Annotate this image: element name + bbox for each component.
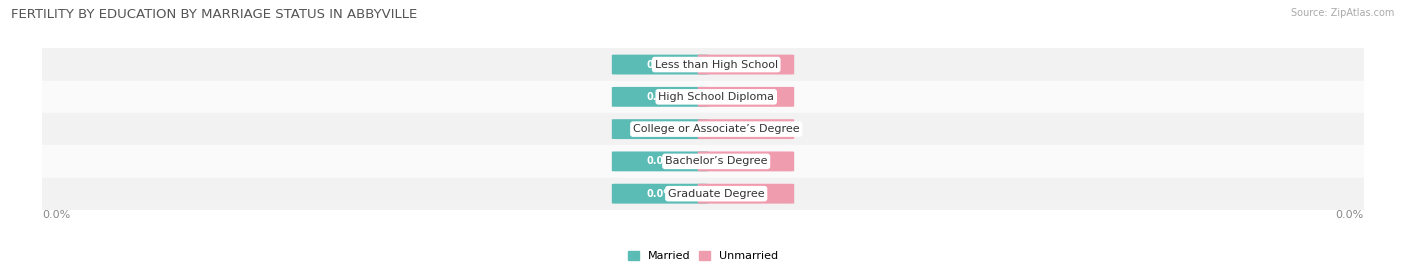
Text: 0.0%: 0.0%: [647, 124, 673, 134]
Text: Graduate Degree: Graduate Degree: [668, 189, 765, 199]
Text: High School Diploma: High School Diploma: [658, 92, 775, 102]
Text: FERTILITY BY EDUCATION BY MARRIAGE STATUS IN ABBYVILLE: FERTILITY BY EDUCATION BY MARRIAGE STATU…: [11, 8, 418, 21]
Text: 0.0%: 0.0%: [733, 92, 759, 102]
Bar: [42, 145, 1364, 178]
Text: 0.0%: 0.0%: [42, 210, 70, 220]
Text: College or Associate’s Degree: College or Associate’s Degree: [633, 124, 800, 134]
Legend: Married, Unmarried: Married, Unmarried: [623, 246, 783, 266]
Bar: [42, 113, 1364, 145]
Bar: [42, 178, 1364, 210]
Text: 0.0%: 0.0%: [647, 189, 673, 199]
Text: Less than High School: Less than High School: [655, 59, 778, 70]
Text: Source: ZipAtlas.com: Source: ZipAtlas.com: [1291, 8, 1395, 18]
Text: 0.0%: 0.0%: [733, 156, 759, 167]
FancyBboxPatch shape: [697, 184, 794, 204]
Bar: [42, 81, 1364, 113]
FancyBboxPatch shape: [697, 151, 794, 171]
Bar: [42, 48, 1364, 81]
FancyBboxPatch shape: [697, 119, 794, 139]
Text: 0.0%: 0.0%: [733, 124, 759, 134]
FancyBboxPatch shape: [612, 119, 709, 139]
Text: 0.0%: 0.0%: [647, 59, 673, 70]
FancyBboxPatch shape: [697, 55, 794, 75]
Text: 0.0%: 0.0%: [1336, 210, 1364, 220]
FancyBboxPatch shape: [612, 184, 709, 204]
FancyBboxPatch shape: [612, 151, 709, 171]
FancyBboxPatch shape: [612, 55, 709, 75]
Text: 0.0%: 0.0%: [733, 59, 759, 70]
Text: Bachelor’s Degree: Bachelor’s Degree: [665, 156, 768, 167]
Text: 0.0%: 0.0%: [647, 92, 673, 102]
Text: 0.0%: 0.0%: [733, 189, 759, 199]
Text: 0.0%: 0.0%: [647, 156, 673, 167]
FancyBboxPatch shape: [697, 87, 794, 107]
FancyBboxPatch shape: [612, 87, 709, 107]
